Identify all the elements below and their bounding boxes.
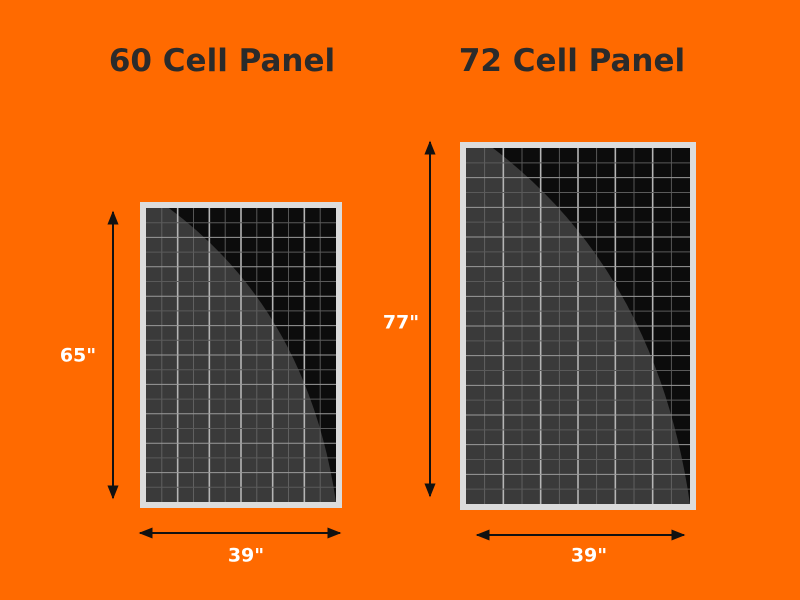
- width-label: 39": [228, 545, 264, 567]
- solar-panel: [460, 142, 696, 510]
- width-label: 39": [571, 545, 607, 567]
- panel-title: 72 Cell Panel: [459, 43, 685, 79]
- height-label: 77": [383, 312, 419, 334]
- solar-panel: [140, 202, 342, 508]
- panel-title: 60 Cell Panel: [109, 43, 335, 79]
- height-label: 65": [60, 345, 96, 367]
